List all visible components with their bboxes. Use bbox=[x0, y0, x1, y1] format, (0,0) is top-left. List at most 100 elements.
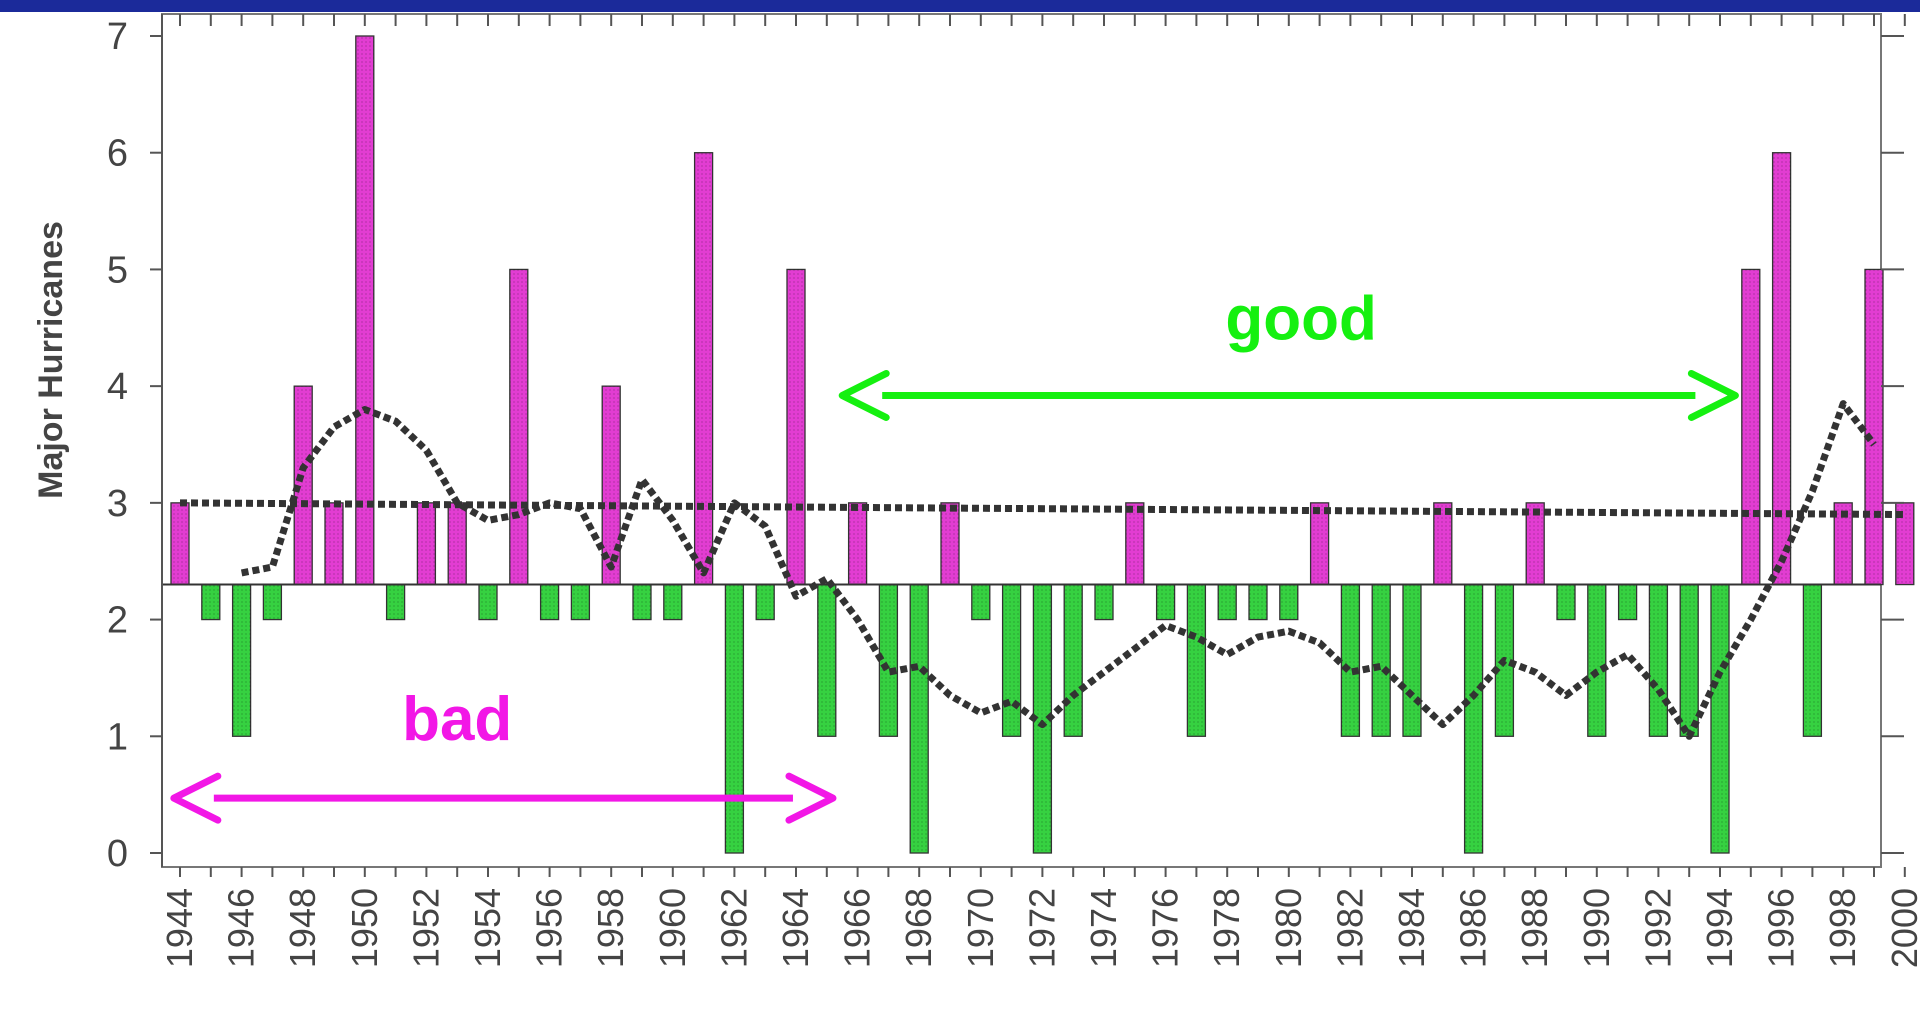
x-tick-label: 1990 bbox=[1576, 888, 1617, 968]
bar-texture-1983 bbox=[1372, 584, 1391, 737]
bar-texture-1957 bbox=[571, 584, 590, 620]
x-tick-label: 1994 bbox=[1699, 888, 1740, 968]
y-tick-label: 3 bbox=[107, 483, 128, 525]
x-tick-label: 1978 bbox=[1206, 888, 1247, 968]
bar-texture-1982 bbox=[1341, 584, 1360, 737]
x-tick-label: 1952 bbox=[405, 888, 446, 968]
bar-texture-1967 bbox=[879, 584, 898, 737]
y-tick-label: 6 bbox=[107, 133, 128, 175]
x-tick-label: 1954 bbox=[467, 888, 508, 968]
bar-texture-1963 bbox=[756, 584, 775, 620]
bar-texture-1952 bbox=[417, 502, 436, 585]
bar-texture-1980 bbox=[1279, 584, 1298, 620]
x-tick-label: 1992 bbox=[1637, 888, 1678, 968]
bar-texture-1989 bbox=[1557, 584, 1575, 620]
x-tick-label: 1976 bbox=[1145, 888, 1186, 968]
x-tick-label: 1980 bbox=[1268, 888, 1309, 968]
top-band bbox=[0, 0, 1920, 12]
bar-texture-1960 bbox=[663, 584, 682, 620]
bar-texture-1948 bbox=[294, 386, 313, 585]
bar-texture-1969 bbox=[941, 502, 959, 585]
y-tick-label: 1 bbox=[107, 716, 128, 758]
bar-texture-1994 bbox=[1711, 584, 1729, 853]
y-tick-label: 4 bbox=[107, 366, 128, 408]
x-tick-label: 1950 bbox=[344, 888, 385, 968]
bar-texture-1964 bbox=[787, 269, 805, 585]
x-tick-label: 1982 bbox=[1329, 888, 1370, 968]
x-tick-label: 1998 bbox=[1822, 888, 1863, 968]
bar-texture-1974 bbox=[1095, 584, 1113, 620]
bar-texture-1993 bbox=[1680, 584, 1699, 737]
x-tick-label: 1946 bbox=[221, 888, 262, 968]
smoothed-line bbox=[240, 400, 1877, 740]
x-tick-label: 1996 bbox=[1761, 888, 1802, 968]
bar-texture-1953 bbox=[448, 502, 467, 585]
y-tick-label: 0 bbox=[107, 833, 128, 875]
bar-texture-1958 bbox=[602, 386, 621, 585]
bar-texture-1970 bbox=[971, 584, 990, 620]
bar-texture-1973 bbox=[1064, 584, 1083, 737]
bar-texture-1947 bbox=[263, 584, 282, 620]
bar-texture-1981 bbox=[1310, 502, 1329, 585]
x-tick-label: 1966 bbox=[837, 888, 878, 968]
x-tick-label: 1972 bbox=[1021, 888, 1062, 968]
bar-texture-1949 bbox=[325, 502, 343, 585]
x-tick-label: 1974 bbox=[1083, 888, 1124, 968]
bar-texture-1945 bbox=[201, 584, 220, 620]
y-tick-label: 7 bbox=[107, 16, 128, 58]
x-tick-label: 1964 bbox=[775, 888, 816, 968]
x-tick-label: 1962 bbox=[713, 888, 754, 968]
bar-texture-1992 bbox=[1649, 584, 1668, 737]
x-tick-label: 1956 bbox=[529, 888, 570, 968]
bad-arrow-head-left bbox=[170, 772, 222, 824]
bar-texture-1991 bbox=[1618, 584, 1637, 620]
bar-texture-1961 bbox=[694, 152, 713, 585]
bar-texture-1972 bbox=[1033, 584, 1052, 853]
x-tick-label: 1986 bbox=[1453, 888, 1494, 968]
bar-texture-1954 bbox=[479, 584, 497, 620]
x-tick-label: 1968 bbox=[898, 888, 939, 968]
bar-texture-1951 bbox=[386, 584, 405, 620]
good-arrow-head-right bbox=[1687, 369, 1739, 421]
bar-texture-1999 bbox=[1865, 269, 1883, 585]
x-tick-label: 1948 bbox=[282, 888, 323, 968]
bar-texture-1990 bbox=[1587, 584, 1606, 737]
y-tick-label: 2 bbox=[107, 600, 128, 642]
bad-label: bad bbox=[402, 685, 512, 754]
bar-texture-1977 bbox=[1187, 584, 1206, 737]
x-tick-label: 1970 bbox=[960, 888, 1001, 968]
good-arrow-head-left bbox=[838, 369, 890, 421]
bar-texture-2000 bbox=[1895, 502, 1914, 585]
bar-texture-1959 bbox=[633, 584, 651, 620]
y-axis-label: Major Hurricanes bbox=[32, 221, 70, 499]
bar-texture-1997 bbox=[1803, 584, 1822, 737]
bar-texture-1944 bbox=[171, 502, 189, 585]
good-label: good bbox=[1225, 284, 1377, 353]
bar-texture-1950 bbox=[355, 36, 374, 585]
bar-texture-1962 bbox=[725, 584, 744, 853]
bar-texture-1971 bbox=[1002, 584, 1021, 737]
x-tick-label: 2000 bbox=[1884, 888, 1920, 968]
y-tick-label: 5 bbox=[107, 249, 128, 291]
x-tick-label: 1960 bbox=[652, 888, 693, 968]
bar-texture-1976 bbox=[1156, 584, 1175, 620]
x-tick-label: 1944 bbox=[159, 888, 200, 968]
bar-texture-1955 bbox=[509, 269, 528, 585]
bar-texture-1986 bbox=[1464, 584, 1483, 853]
bar-texture-1956 bbox=[540, 584, 559, 620]
x-tick-label: 1958 bbox=[590, 888, 631, 968]
bar-texture-1978 bbox=[1218, 584, 1237, 620]
bar-texture-1996 bbox=[1772, 152, 1791, 585]
bar-texture-1985 bbox=[1433, 502, 1452, 585]
bar-texture-1988 bbox=[1526, 502, 1545, 585]
bar-texture-1966 bbox=[848, 502, 867, 585]
bar-texture-1975 bbox=[1125, 502, 1144, 585]
bar-texture-1946 bbox=[232, 584, 251, 737]
bar-texture-1984 bbox=[1403, 584, 1421, 737]
x-tick-label: 1988 bbox=[1514, 888, 1555, 968]
bad-arrow-head-right bbox=[785, 772, 837, 824]
bar-texture-1995 bbox=[1741, 269, 1760, 585]
bar-texture-1979 bbox=[1249, 584, 1267, 620]
